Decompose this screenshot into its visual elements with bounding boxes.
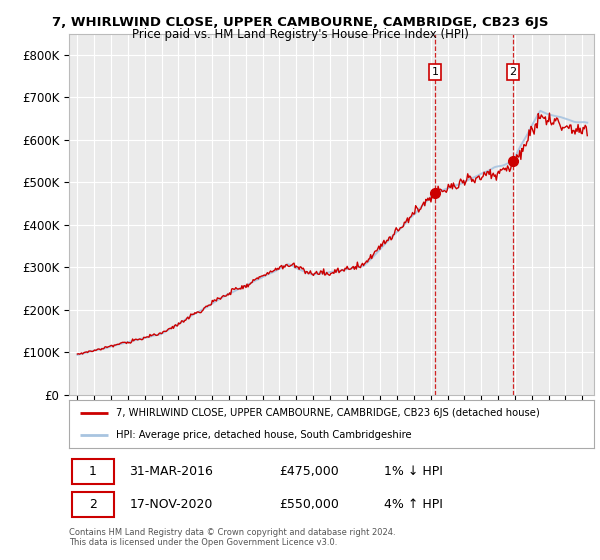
Text: 1: 1 [89, 465, 97, 478]
Text: 2: 2 [509, 67, 517, 77]
Text: 7, WHIRLWIND CLOSE, UPPER CAMBOURNE, CAMBRIDGE, CB23 6JS (detached house): 7, WHIRLWIND CLOSE, UPPER CAMBOURNE, CAM… [116, 408, 540, 418]
Text: £475,000: £475,000 [279, 465, 339, 478]
Text: Price paid vs. HM Land Registry's House Price Index (HPI): Price paid vs. HM Land Registry's House … [131, 28, 469, 41]
Text: 7, WHIRLWIND CLOSE, UPPER CAMBOURNE, CAMBRIDGE, CB23 6JS: 7, WHIRLWIND CLOSE, UPPER CAMBOURNE, CAM… [52, 16, 548, 29]
Text: 17-NOV-2020: 17-NOV-2020 [130, 498, 213, 511]
Text: 31-MAR-2016: 31-MAR-2016 [130, 465, 213, 478]
Text: 1: 1 [431, 67, 439, 77]
Text: 4% ↑ HPI: 4% ↑ HPI [384, 498, 443, 511]
Text: HPI: Average price, detached house, South Cambridgeshire: HPI: Average price, detached house, Sout… [116, 430, 412, 440]
Text: 2: 2 [89, 498, 97, 511]
FancyBboxPatch shape [71, 459, 113, 484]
Text: 1% ↓ HPI: 1% ↓ HPI [384, 465, 443, 478]
Text: This data is licensed under the Open Government Licence v3.0.: This data is licensed under the Open Gov… [69, 538, 337, 547]
FancyBboxPatch shape [71, 492, 113, 517]
Text: £550,000: £550,000 [279, 498, 339, 511]
Text: Contains HM Land Registry data © Crown copyright and database right 2024.: Contains HM Land Registry data © Crown c… [69, 528, 395, 536]
